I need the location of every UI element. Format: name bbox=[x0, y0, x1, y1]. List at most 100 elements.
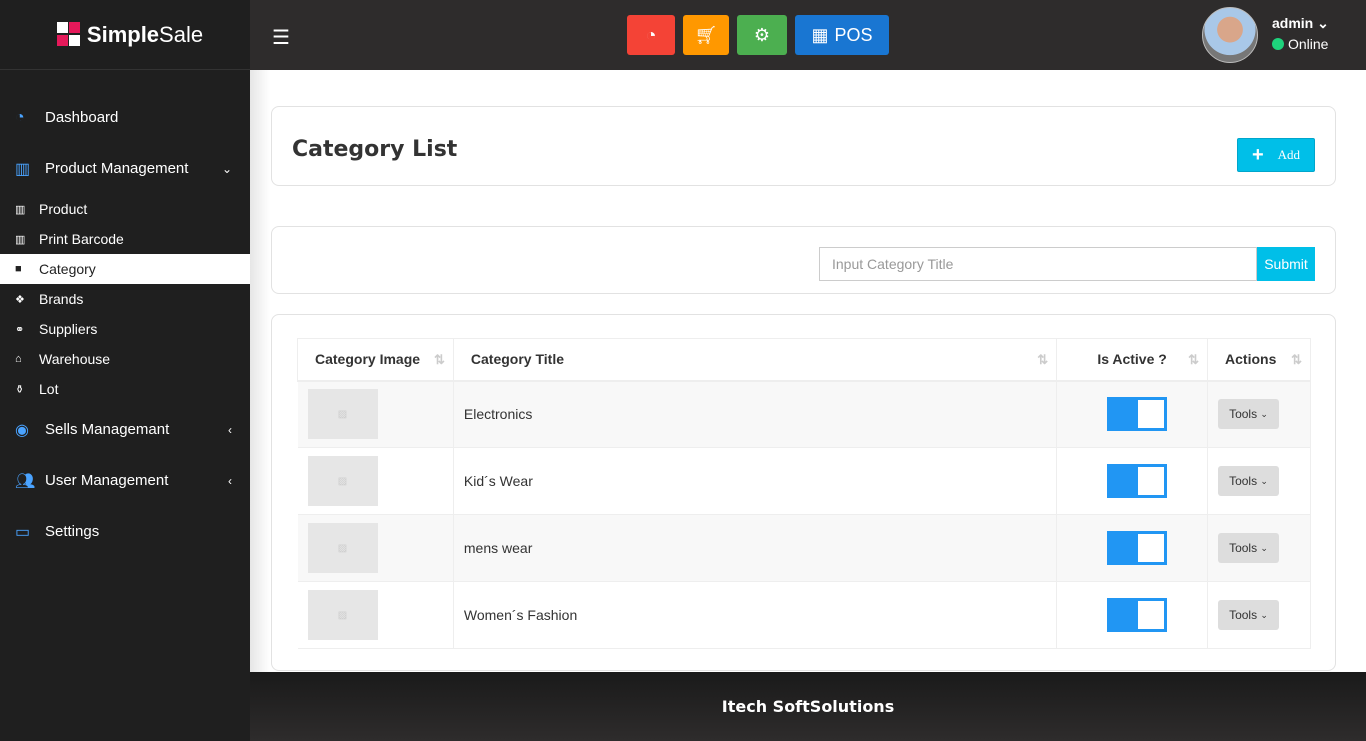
active-toggle[interactable] bbox=[1107, 464, 1168, 498]
logo[interactable]: SimpleSale bbox=[0, 0, 250, 70]
image-placeholder-icon: ▨ bbox=[307, 456, 378, 506]
tools-label: Tools bbox=[1229, 608, 1258, 622]
folder-icon: ■ bbox=[15, 263, 22, 275]
column-label: Category Title bbox=[470, 351, 564, 368]
tools-label: Tools bbox=[1229, 541, 1258, 555]
chevron-icon: ‹ bbox=[228, 473, 232, 488]
chevron-icon: ‹ bbox=[228, 422, 232, 437]
chevron-down-icon: ⌄ bbox=[1260, 542, 1268, 553]
menu-toggle-icon[interactable]: ☰ bbox=[272, 27, 290, 49]
active-toggle[interactable] bbox=[1107, 397, 1168, 432]
chevron-down-icon: ⌄ bbox=[1317, 15, 1329, 31]
sort-icon: ⇅ bbox=[1037, 352, 1049, 367]
top-header: ☰ ◔ 🛒︎ ⚙ ▦ POS admin ⌄ Online bbox=[250, 0, 1366, 70]
main-content: Category List + Add Input Category Title … bbox=[250, 70, 1366, 672]
sidebar-item-print-barcode[interactable]: ▥ Print Barcode bbox=[0, 224, 250, 254]
barcode-icon: ▥ bbox=[15, 203, 26, 216]
title-card: Category List + Add bbox=[271, 106, 1336, 186]
table-row: ▨ Electronics Tools ⌄ bbox=[297, 380, 1311, 448]
boxes-icon: ⚱ bbox=[15, 383, 25, 396]
cart-quick-button[interactable]: 🛒︎ bbox=[683, 15, 729, 55]
laptop-icon: ▭ bbox=[15, 523, 31, 541]
column-header[interactable]: Actions ⇅ bbox=[1207, 338, 1311, 382]
user-menu[interactable]: admin ⌄ Online bbox=[1202, 7, 1329, 63]
chevron-down-icon: ⌄ bbox=[1260, 408, 1268, 419]
barcode-icon: ▥ bbox=[15, 160, 31, 178]
sidebar-item-product[interactable]: ▥ Product bbox=[0, 194, 250, 224]
tools-dropdown[interactable]: Tools ⌄ bbox=[1218, 533, 1280, 563]
circle-icon: ◉ bbox=[15, 421, 29, 439]
image-placeholder-icon: ▨ bbox=[307, 523, 378, 573]
column-header[interactable]: Is Active ? ⇅ bbox=[1056, 338, 1209, 382]
column-header[interactable]: Category Title ⇅ bbox=[452, 338, 1058, 382]
sidebar-item-label: Sells Managemant bbox=[45, 421, 170, 438]
user-name: admin bbox=[1272, 15, 1314, 31]
sidebar-item-label: Product bbox=[39, 201, 88, 217]
add-button[interactable]: + Add bbox=[1237, 138, 1315, 172]
chevron-down-icon: ⌄ bbox=[1260, 609, 1268, 620]
sidebar-item-suppliers[interactable]: ⚭ Suppliers bbox=[0, 314, 250, 344]
sidebar-item-lot[interactable]: ⚱ Lot bbox=[0, 374, 250, 404]
search-card: Input Category Title Submit bbox=[271, 226, 1336, 294]
dashboard-icon: ◔ bbox=[645, 24, 657, 45]
sidebar-item-label: User Management bbox=[45, 472, 169, 489]
tools-dropdown[interactable]: Tools ⌄ bbox=[1218, 399, 1280, 430]
category-title: Women´s Fashion bbox=[453, 581, 1058, 649]
add-label: Add bbox=[1277, 147, 1301, 162]
dashboard-quick-button[interactable]: ◔ bbox=[627, 15, 675, 55]
pos-button[interactable]: ▦ POS bbox=[795, 15, 889, 55]
plus-icon: + bbox=[1251, 143, 1264, 166]
sort-icon: ⇅ bbox=[1291, 352, 1302, 367]
home-icon: ⌂ bbox=[15, 353, 22, 365]
sidebar-item-settings[interactable]: ▭ Settings bbox=[0, 506, 250, 557]
active-toggle[interactable] bbox=[1107, 598, 1168, 632]
sidebar-item-product-management[interactable]: ▥ Product Management ⌄ bbox=[0, 143, 250, 194]
settings-quick-button[interactable]: ⚙ bbox=[737, 15, 787, 55]
column-label: Category Image bbox=[315, 351, 421, 368]
sidebar-item-label: Warehouse bbox=[39, 351, 111, 367]
submit-button[interactable]: Submit bbox=[1257, 247, 1315, 281]
sidebar-item-label: Settings bbox=[45, 523, 100, 540]
logo-mark bbox=[47, 21, 81, 48]
dashboard-icon: ◔ bbox=[15, 108, 25, 126]
brand-bold: Simple bbox=[86, 21, 160, 47]
sidebar-item-label: Print Barcode bbox=[39, 231, 124, 247]
avatar bbox=[1202, 7, 1258, 63]
sidebar-item-category[interactable]: ■ Category bbox=[0, 254, 250, 284]
online-dot-icon bbox=[1272, 38, 1284, 50]
tools-label: Tools bbox=[1229, 407, 1258, 422]
category-title-input[interactable]: Input Category Title bbox=[819, 247, 1257, 281]
sidebar-item-sells-managemant[interactable]: ◉ Sells Managemant ‹ bbox=[0, 404, 250, 455]
column-header[interactable]: Category Image ⇅ bbox=[297, 338, 454, 382]
active-toggle[interactable] bbox=[1107, 531, 1168, 565]
category-title: mens wear bbox=[453, 514, 1058, 582]
tools-label: Tools bbox=[1229, 474, 1258, 488]
category-title: Kid´s Wear bbox=[453, 447, 1058, 515]
category-title: Electronics bbox=[453, 380, 1058, 448]
sidebar-item-label: Brands bbox=[39, 291, 84, 307]
sidebar-item-dashboard[interactable]: ◔ Dashboard bbox=[0, 92, 250, 143]
image-placeholder-icon: ▨ bbox=[307, 590, 378, 640]
grid-icon: ▦ bbox=[811, 24, 829, 45]
user-status: Online bbox=[1288, 36, 1329, 52]
image-placeholder-icon: ▨ bbox=[307, 389, 378, 440]
sidebar-nav: ◔ Dashboard ▥ Product Management ⌄ ▥ Product ▥ P… bbox=[0, 70, 250, 557]
brand-light: Sale bbox=[159, 21, 204, 47]
table-row: ▨ Kid´s Wear Tools ⌄ bbox=[297, 447, 1311, 515]
sidebar-item-brands[interactable]: ❖ Brands bbox=[0, 284, 250, 314]
tools-dropdown[interactable]: Tools ⌄ bbox=[1218, 600, 1280, 630]
chevron-icon: ⌄ bbox=[221, 161, 232, 176]
table-row: ▨ mens wear Tools ⌄ bbox=[297, 514, 1311, 582]
sidebar-item-warehouse[interactable]: ⌂ Warehouse bbox=[0, 344, 250, 374]
cubes-icon: ❖ bbox=[15, 293, 25, 306]
sidebar-item-label: Dashboard bbox=[45, 109, 119, 126]
handshake-icon: ⚭ bbox=[15, 323, 25, 336]
sort-icon: ⇅ bbox=[433, 352, 445, 367]
pos-label: POS bbox=[834, 24, 873, 45]
sidebar-item-label: Lot bbox=[39, 381, 59, 397]
tools-dropdown[interactable]: Tools ⌄ bbox=[1218, 466, 1280, 496]
chevron-down-icon: ⌄ bbox=[1260, 475, 1268, 486]
sidebar-item-user-management[interactable]: 👥︎ User Management ‹ bbox=[0, 455, 250, 506]
barcode-icon: ▥ bbox=[15, 233, 26, 246]
sidebar-item-label: Suppliers bbox=[39, 321, 98, 337]
